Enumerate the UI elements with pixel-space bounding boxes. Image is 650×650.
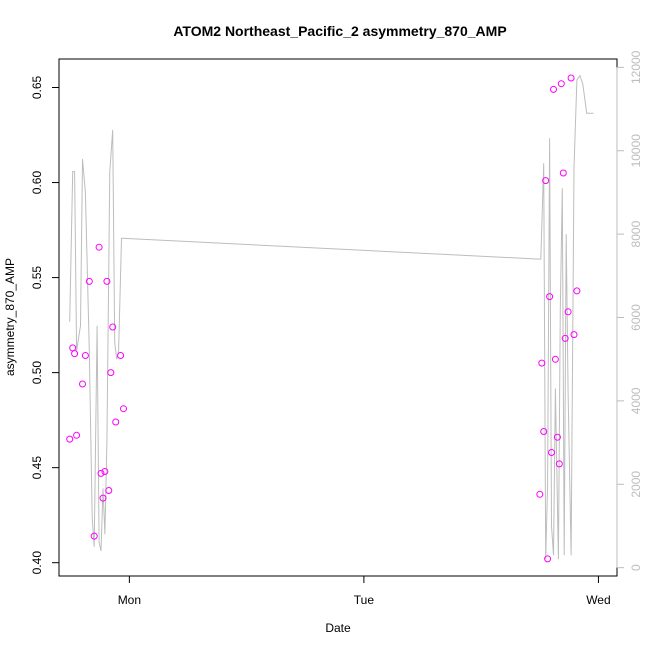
data-point [538,359,546,367]
y-tick-label: 0.55 [30,266,44,290]
data-point [66,435,74,443]
data-point [553,433,561,441]
y-right-tick-label: 6000 [629,304,643,331]
data-point [109,323,117,331]
data-point [559,169,567,177]
line-series [69,74,594,560]
x-tick-label: Mon [118,593,141,607]
y-right-tick-label: 0 [629,564,643,571]
data-point [564,308,572,316]
data-point [117,352,125,359]
y-right-tick-label: 4000 [629,387,643,414]
y-tick-label: 0.50 [30,361,44,385]
data-point [550,85,557,93]
y-tick-label: 0.45 [30,456,44,480]
data-point [79,380,86,388]
point-series [66,74,581,563]
data-point [81,352,89,359]
y-axis-label: asymmetry_870_AMP [3,258,17,376]
data-point [567,74,575,82]
data-point [107,369,115,377]
data-point [85,277,93,285]
x-axis: Mon Tue Wed [118,575,611,607]
data-point [71,350,79,358]
data-point [573,287,581,295]
y-axis-right: 0 2000 4000 6000 8000 10000 12000 [616,50,643,571]
y-right-tick-label: 8000 [629,220,643,247]
data-point [103,277,111,285]
data-point [112,418,120,426]
data-point [97,469,105,477]
data-point [544,555,552,563]
x-tick-label: Wed [586,593,610,607]
data-point [99,494,107,502]
y-right-tick-label: 12000 [629,50,643,84]
y-axis: 0.40 0.45 0.50 0.55 0.60 0.65 [30,76,60,575]
data-point [540,428,548,435]
data-point [105,487,113,494]
x-axis-label: Date [325,621,351,635]
data-point [120,405,127,413]
y-tick-label: 0.60 [30,171,44,195]
data-point [69,344,77,352]
x-tick-label: Tue [354,593,375,607]
data-point [542,177,550,185]
data-point [101,468,109,475]
chart-title: ATOM2 Northeast_Pacific_2 asymmetry_870_… [173,23,506,39]
data-point [536,490,544,498]
data-point [551,355,559,363]
y-tick-label: 0.40 [30,551,44,575]
plot-frame [58,58,618,577]
data-point [555,460,563,468]
data-point [95,243,103,251]
data-point [557,80,565,88]
y-tick-label: 0.65 [30,76,44,100]
data-point [73,431,81,439]
y-right-tick-label: 2000 [629,471,643,498]
data-point [90,532,98,540]
data-point [570,331,578,339]
series-line [69,74,594,560]
data-point [548,449,555,456]
y-right-tick-label: 10000 [629,134,643,168]
data-point [561,334,569,342]
data-point [546,293,554,301]
